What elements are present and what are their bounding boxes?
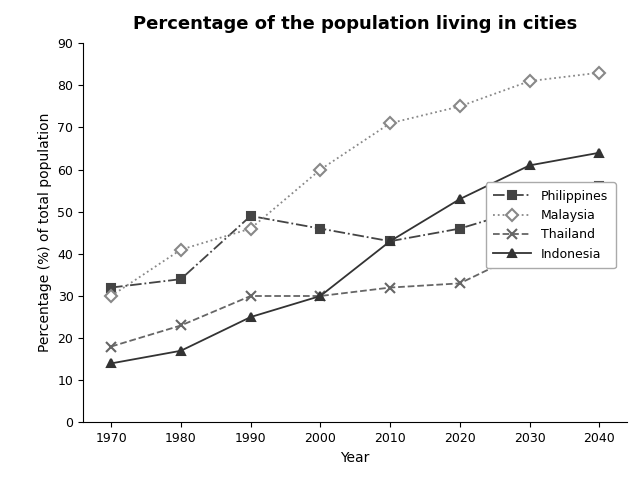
Malaysia [386,120,394,126]
Philippines [317,226,324,231]
Malaysia [108,293,115,299]
Malaysia [317,167,324,172]
Philippines [247,213,255,219]
Philippines [386,239,394,244]
Thailand [177,323,185,328]
Philippines [525,204,533,210]
Malaysia [177,247,185,252]
Thailand [247,293,255,299]
Malaysia [247,226,255,231]
Indonesia [456,196,463,202]
Indonesia [595,150,603,156]
Legend: Philippines, Malaysia, Thailand, Indonesia: Philippines, Malaysia, Thailand, Indones… [486,182,616,268]
Indonesia [247,314,255,320]
Thailand [595,209,603,215]
Indonesia [386,239,394,244]
Indonesia [108,360,115,366]
Line: Malaysia: Malaysia [107,69,604,300]
Philippines [177,276,185,282]
Malaysia [456,104,463,109]
Malaysia [525,78,533,84]
Thailand [386,285,394,290]
Thailand [317,293,324,299]
Indonesia [525,163,533,168]
Thailand [108,344,115,349]
Line: Philippines: Philippines [107,182,604,292]
Indonesia [177,348,185,354]
Line: Thailand: Thailand [106,207,604,351]
X-axis label: Year: Year [340,451,370,465]
Y-axis label: Percentage (%) of total population: Percentage (%) of total population [38,113,52,352]
Philippines [595,183,603,189]
Title: Percentage of the population living in cities: Percentage of the population living in c… [133,15,577,33]
Indonesia [317,293,324,299]
Line: Indonesia: Indonesia [107,149,604,368]
Malaysia [595,70,603,75]
Philippines [108,285,115,290]
Thailand [456,280,463,286]
Philippines [456,226,463,231]
Thailand [525,247,533,252]
